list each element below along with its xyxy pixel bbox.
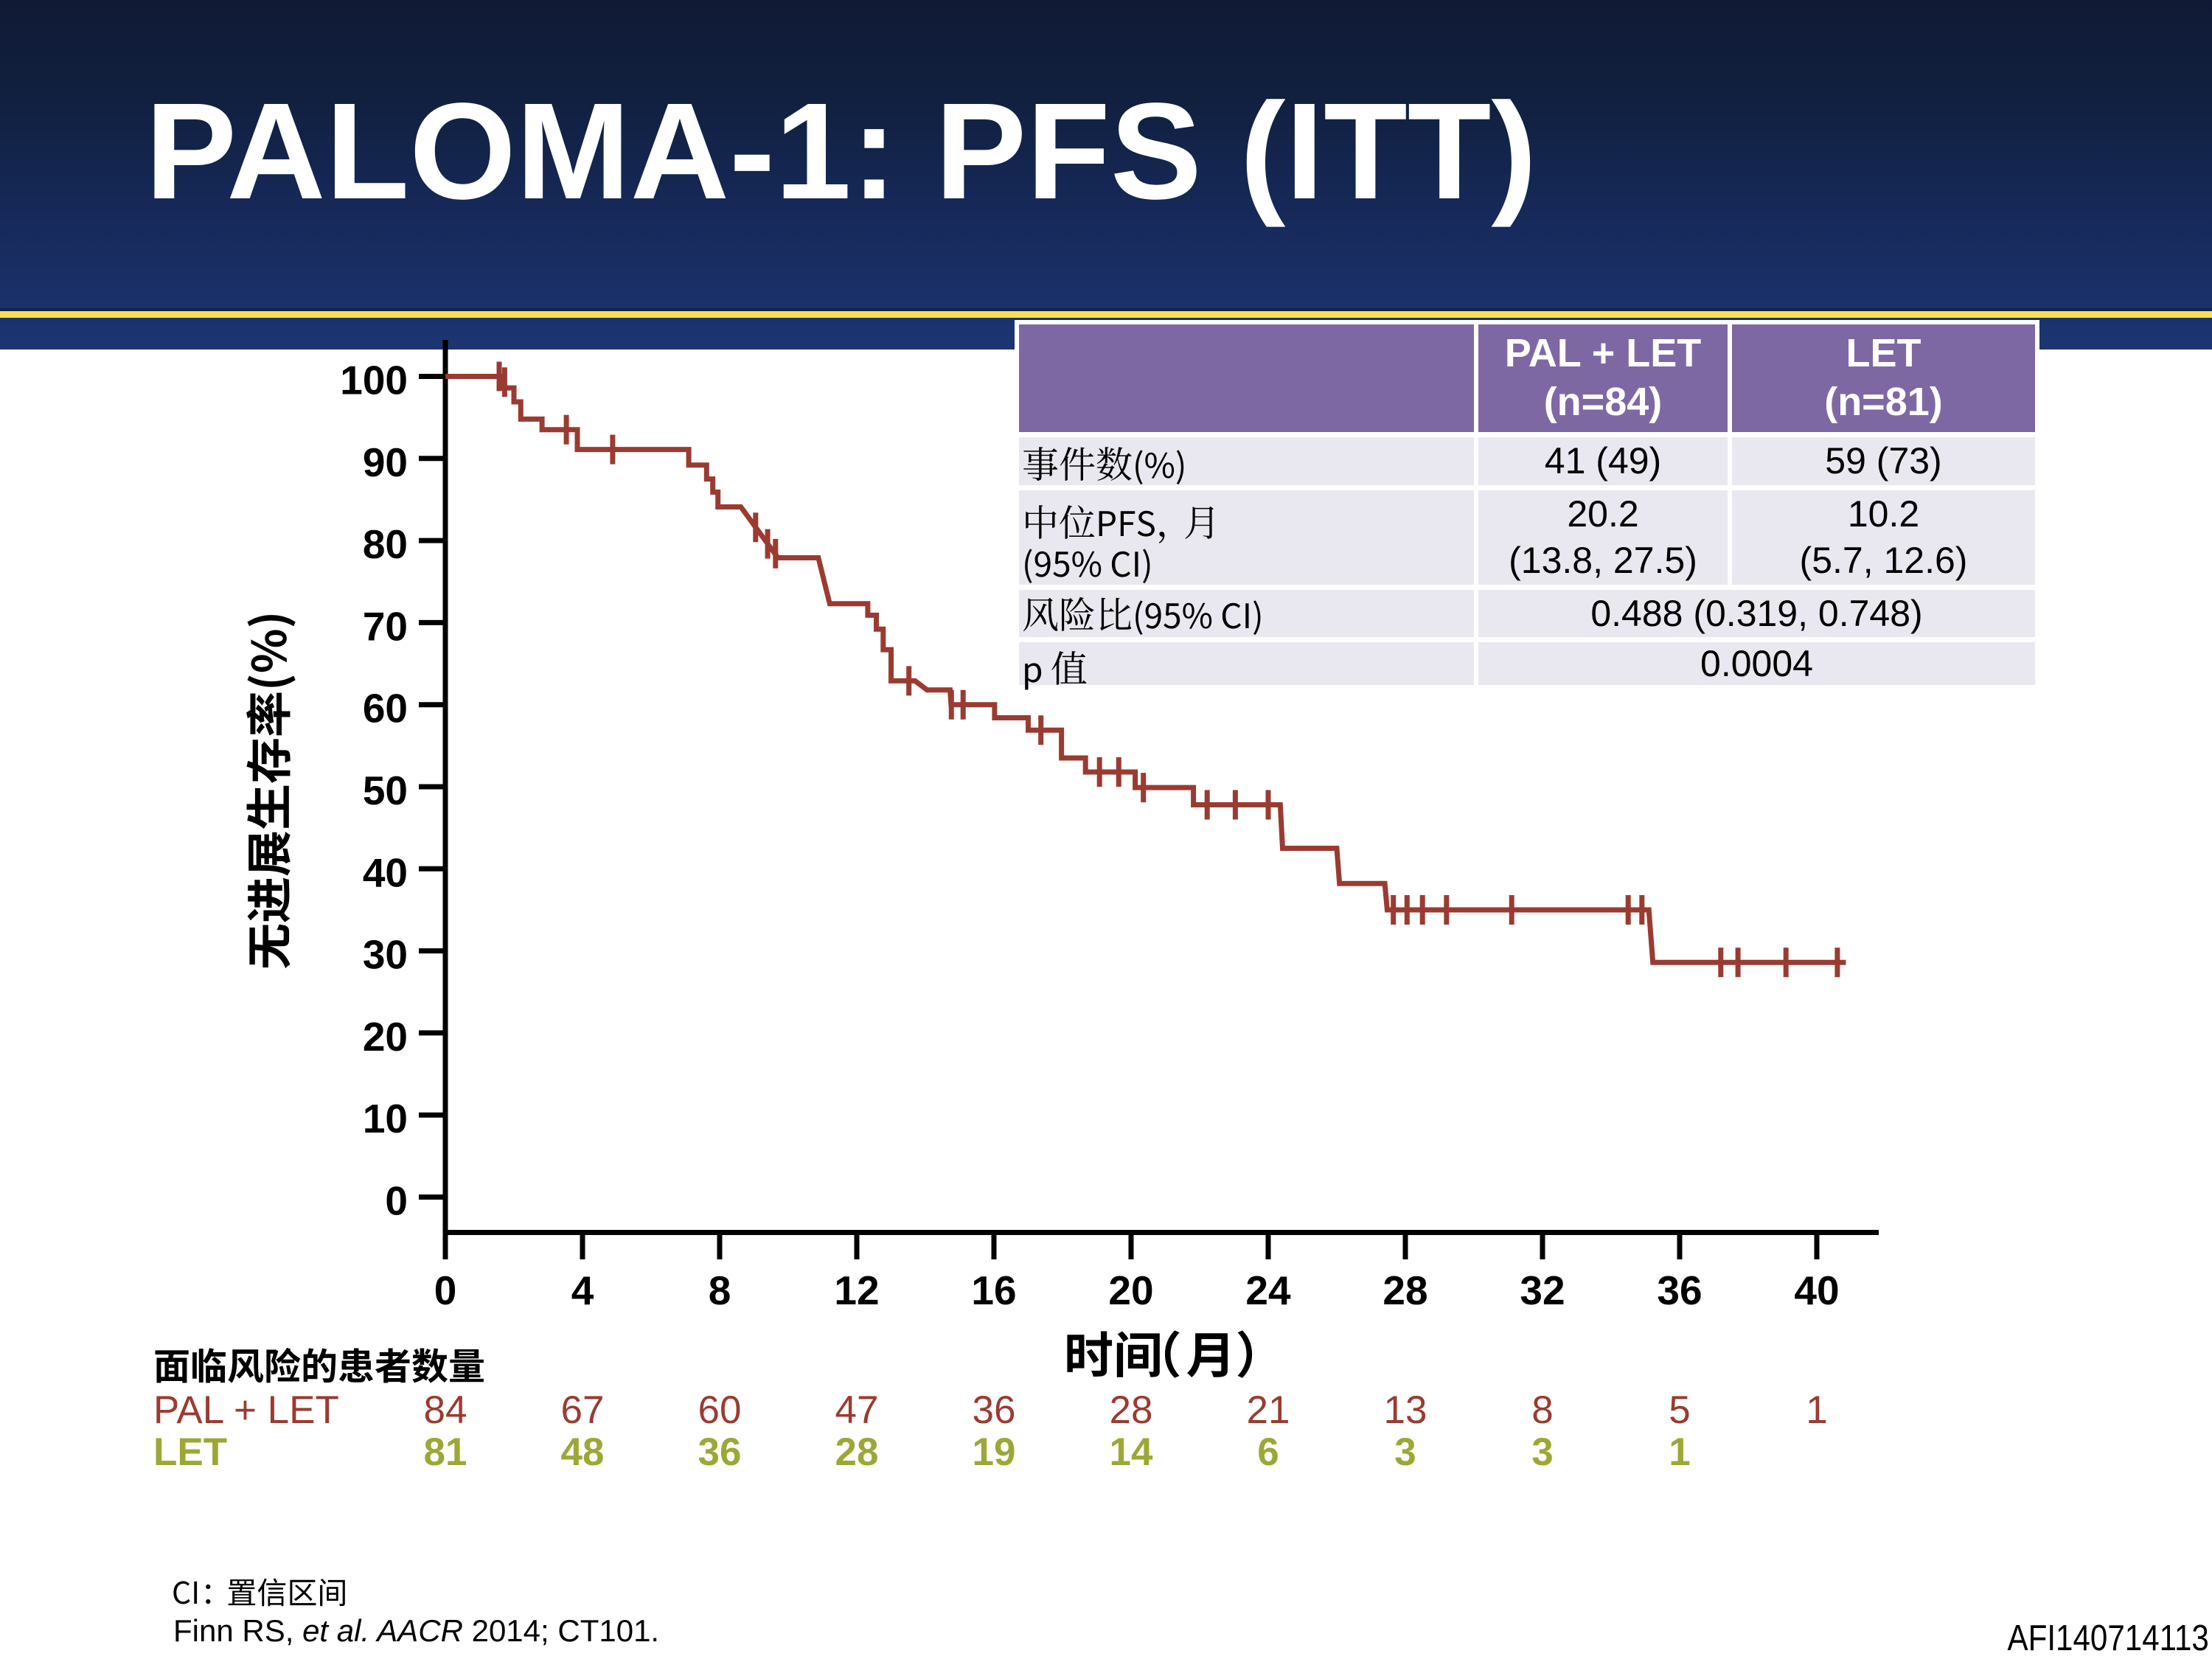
svg-text:36: 36 [698, 1430, 742, 1474]
svg-text:8: 8 [709, 1267, 731, 1313]
svg-text:16: 16 [971, 1267, 1016, 1313]
svg-text:3: 3 [1531, 1430, 1553, 1474]
svg-text:36: 36 [1657, 1267, 1702, 1313]
svg-text:60: 60 [363, 686, 408, 731]
svg-text:81: 81 [424, 1430, 467, 1474]
svg-text:28: 28 [835, 1430, 879, 1474]
svg-text:30: 30 [363, 932, 408, 978]
svg-text:8: 8 [1531, 1388, 1553, 1432]
svg-text:47: 47 [835, 1388, 879, 1432]
svg-text:50: 50 [363, 768, 408, 813]
svg-text:5: 5 [1669, 1388, 1690, 1432]
svg-text:67: 67 [561, 1388, 605, 1432]
svg-text:6: 6 [1257, 1430, 1279, 1474]
svg-text:36: 36 [973, 1388, 1016, 1432]
svg-text:48: 48 [561, 1430, 605, 1474]
svg-text:0: 0 [434, 1267, 457, 1313]
svg-text:20: 20 [363, 1014, 408, 1060]
svg-text:1: 1 [1806, 1388, 1827, 1432]
svg-text:60: 60 [698, 1388, 742, 1432]
svg-text:24: 24 [1245, 1267, 1291, 1313]
svg-text:PAL + LET: PAL + LET [153, 1388, 339, 1432]
svg-text:90: 90 [363, 439, 408, 485]
svg-text:40: 40 [363, 849, 408, 895]
svg-text:40: 40 [1794, 1267, 1839, 1313]
svg-text:LET: LET [153, 1430, 227, 1474]
svg-text:84: 84 [424, 1388, 467, 1432]
svg-text:3: 3 [1394, 1430, 1416, 1474]
svg-text:13: 13 [1384, 1388, 1427, 1432]
svg-text:20: 20 [1108, 1267, 1153, 1313]
svg-text:12: 12 [834, 1267, 879, 1313]
svg-text:1: 1 [1669, 1430, 1690, 1474]
svg-text:4: 4 [571, 1267, 594, 1313]
svg-text:32: 32 [1520, 1267, 1565, 1313]
svg-text:0: 0 [385, 1178, 408, 1224]
svg-text:19: 19 [973, 1430, 1016, 1474]
svg-text:14: 14 [1110, 1430, 1153, 1474]
svg-text:80: 80 [363, 521, 408, 567]
svg-text:28: 28 [1382, 1267, 1427, 1313]
svg-text:70: 70 [363, 603, 408, 649]
svg-text:10: 10 [363, 1096, 408, 1141]
svg-text:28: 28 [1110, 1388, 1153, 1432]
svg-text:21: 21 [1247, 1388, 1290, 1432]
svg-text:100: 100 [340, 358, 408, 403]
